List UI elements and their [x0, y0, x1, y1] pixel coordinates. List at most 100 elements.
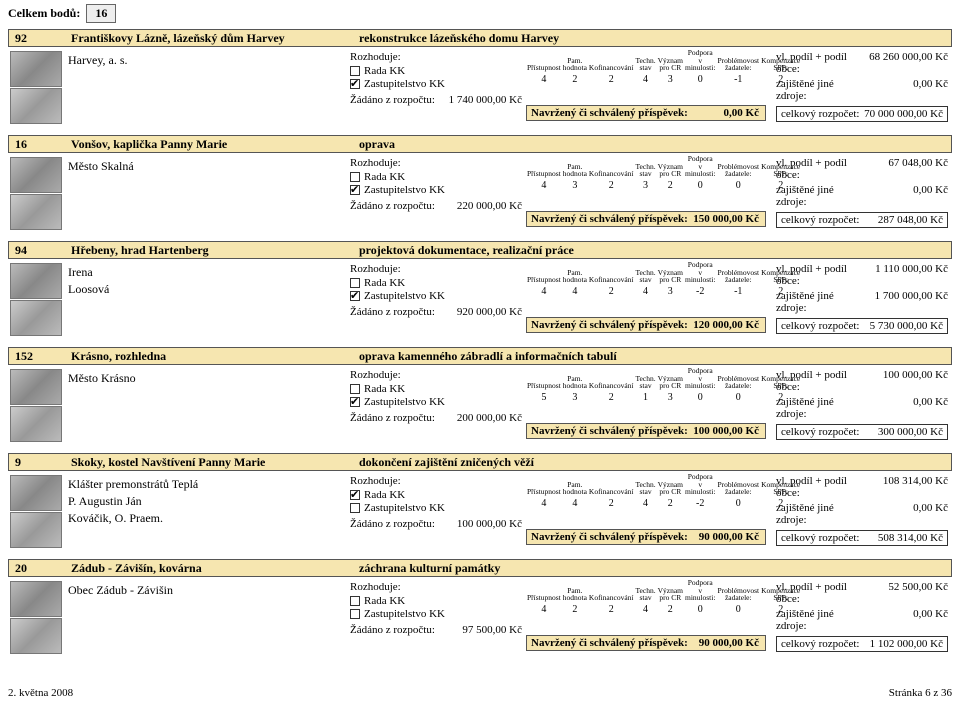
- rada-row: Rada KK: [350, 383, 522, 395]
- proposed-row: Navržený či schválený příspěvek:90 000,0…: [526, 635, 766, 651]
- score-header: Pam. hodnota: [562, 49, 588, 72]
- rozhoduje-label: Rozhoduje:: [350, 263, 522, 275]
- entry-body: Obec Zádub - ZávišinRozhoduje:Rada KKZas…: [8, 577, 952, 657]
- celkovy-label: celkový rozpočet:: [781, 426, 860, 438]
- entry-name: Hřebeny, hrad Hartenberg: [69, 243, 349, 258]
- zast-row: Zastupitelstvo KK: [350, 78, 522, 90]
- zast-checkbox[interactable]: [350, 503, 360, 513]
- zadano-row: Žádáno z rozpočtu: 220 000,00 Kč: [350, 200, 522, 212]
- score-header: Techn. stav: [635, 367, 657, 390]
- score-value: 3: [635, 178, 657, 191]
- entry: 16Vonšov, kaplička Panny MarieopravaMěst…: [8, 135, 952, 233]
- rada-label: Rada KK: [364, 277, 405, 289]
- entry-desc: oprava kamenného zábradlí a informačních…: [349, 349, 617, 364]
- celkovy-label: celkový rozpočet:: [781, 638, 860, 650]
- score-value: 5: [526, 390, 562, 403]
- entry-name: Skoky, kostel Navštívení Panny Marie: [69, 455, 349, 470]
- score-value: 2: [760, 390, 801, 403]
- zadano-value: 220 000,00 Kč: [457, 200, 522, 212]
- rada-checkbox[interactable]: [350, 596, 360, 606]
- zast-label: Zastupitelstvo KK: [364, 608, 445, 620]
- proposed-label: Navržený či schválený příspěvek:: [527, 531, 699, 543]
- zast-checkbox[interactable]: [350, 609, 360, 619]
- score-value: 2: [760, 602, 801, 615]
- applicant-line: Klášter premonstrátů Teplá: [68, 477, 346, 492]
- rada-checkbox[interactable]: [350, 384, 360, 394]
- thumbnail-image: [10, 581, 62, 617]
- entry: 20Zádub - Závišín, kovárnazáchrana kultu…: [8, 559, 952, 657]
- entry-id: 16: [9, 137, 69, 152]
- score-value: 2: [588, 602, 635, 615]
- entry-title-bar: 92Františkovy Lázně, lázeňský dům Harvey…: [8, 29, 952, 47]
- celkovy-box: celkový rozpočet:287 048,00 Kč: [776, 212, 948, 228]
- score-header: Podpora v minulosti:: [684, 261, 716, 284]
- score-header: Kofinancování: [588, 473, 635, 496]
- thumbnail-image: [10, 194, 62, 230]
- entry-id: 9: [9, 455, 69, 470]
- score-header: Kofinancování: [588, 49, 635, 72]
- entry: 92Františkovy Lázně, lázeňský dům Harvey…: [8, 29, 952, 127]
- score-value: 0: [684, 178, 716, 191]
- rada-checkbox[interactable]: [350, 278, 360, 288]
- applicant-column: Město Krásno: [68, 367, 346, 445]
- score-header: Techn. stav: [635, 261, 657, 284]
- score-value: 4: [562, 496, 588, 509]
- score-header: Pam. hodnota: [562, 261, 588, 284]
- celkovy-box: celkový rozpočet:70 000 000,00 Kč: [776, 106, 948, 122]
- zajistene-line: zajištěné jiné zdroje:0,00 Kč: [776, 396, 948, 420]
- score-value: 2: [588, 72, 635, 85]
- header-total-box: 16: [86, 4, 116, 23]
- score-header: Kofinancování: [588, 261, 635, 284]
- zadano-label: Žádáno z rozpočtu:: [350, 624, 435, 636]
- entry-body: Město SkalnáRozhoduje:Rada KKZastupitels…: [8, 153, 952, 233]
- entry-name: Zádub - Závišín, kovárna: [69, 561, 349, 576]
- thumbnail-image: [10, 157, 62, 193]
- thumbnail-image: [10, 51, 62, 87]
- thumbnail-image: [10, 406, 62, 442]
- rada-checkbox[interactable]: [350, 66, 360, 76]
- vl-podil-value: 100 000,00 Kč: [858, 369, 948, 393]
- entry-body: Město KrásnoRozhoduje:Rada KKZastupitels…: [8, 365, 952, 445]
- zast-row: Zastupitelstvo KK: [350, 396, 522, 408]
- celkovy-label: celkový rozpočet:: [781, 108, 860, 120]
- score-value: 2: [760, 496, 801, 509]
- vl-podil-value: 52 500,00 Kč: [858, 581, 948, 605]
- score-header: Techn. stav: [635, 579, 657, 602]
- scores-table: PřístupnostPam. hodnotaKofinancováníTech…: [526, 473, 801, 509]
- score-header: Kofinancování: [588, 155, 635, 178]
- rada-checkbox[interactable]: [350, 172, 360, 182]
- decision-column: Rozhoduje:Rada KKZastupitelstvo KKŽádáno…: [346, 367, 526, 445]
- score-header: Význam pro CR: [657, 367, 684, 390]
- entry-body: Harvey, a. s.Rozhoduje:Rada KKZastupitel…: [8, 47, 952, 127]
- page-footer: 2. května 2008 Stránka 6 z 36: [8, 687, 952, 699]
- zast-row: Zastupitelstvo KK: [350, 502, 522, 514]
- applicant-line: Irena: [68, 265, 346, 280]
- celkovy-value: 5 730 000,00 Kč: [870, 320, 943, 332]
- score-value: 4: [526, 72, 562, 85]
- score-header: Pam. hodnota: [562, 579, 588, 602]
- score-header: Přístupnost: [526, 579, 562, 602]
- rada-checkbox[interactable]: [350, 490, 360, 500]
- zast-checkbox[interactable]: [350, 291, 360, 301]
- score-value: 4: [526, 496, 562, 509]
- vl-podil-value: 1 110 000,00 Kč: [858, 263, 948, 287]
- decision-column: Rozhoduje:Rada KKZastupitelstvo KKŽádáno…: [346, 579, 526, 657]
- score-value: 0: [716, 178, 760, 191]
- proposed-label: Navržený či schválený příspěvek:: [527, 425, 693, 437]
- zast-checkbox[interactable]: [350, 397, 360, 407]
- zadano-label: Žádáno z rozpočtu:: [350, 200, 435, 212]
- thumbnail-image: [10, 88, 62, 124]
- zadano-label: Žádáno z rozpočtu:: [350, 518, 435, 530]
- score-value: 4: [635, 284, 657, 297]
- rada-label: Rada KK: [364, 595, 405, 607]
- zast-label: Zastupitelstvo KK: [364, 290, 445, 302]
- vl-podil-line: vl. podíl + podíl obce:68 260 000,00 Kč: [776, 51, 948, 75]
- zast-checkbox[interactable]: [350, 185, 360, 195]
- proposed-label: Navržený či schválený příspěvek:: [527, 107, 724, 119]
- applicant-column: Klášter premonstrátů TepláP. Augustin Já…: [68, 473, 346, 551]
- score-header: Pam. hodnota: [562, 155, 588, 178]
- applicant-column: Město Skalná: [68, 155, 346, 233]
- entries-container: 92Františkovy Lázně, lázeňský dům Harvey…: [8, 29, 952, 657]
- entry-desc: dokončení zajištění zničených věží: [349, 455, 534, 470]
- zast-checkbox[interactable]: [350, 79, 360, 89]
